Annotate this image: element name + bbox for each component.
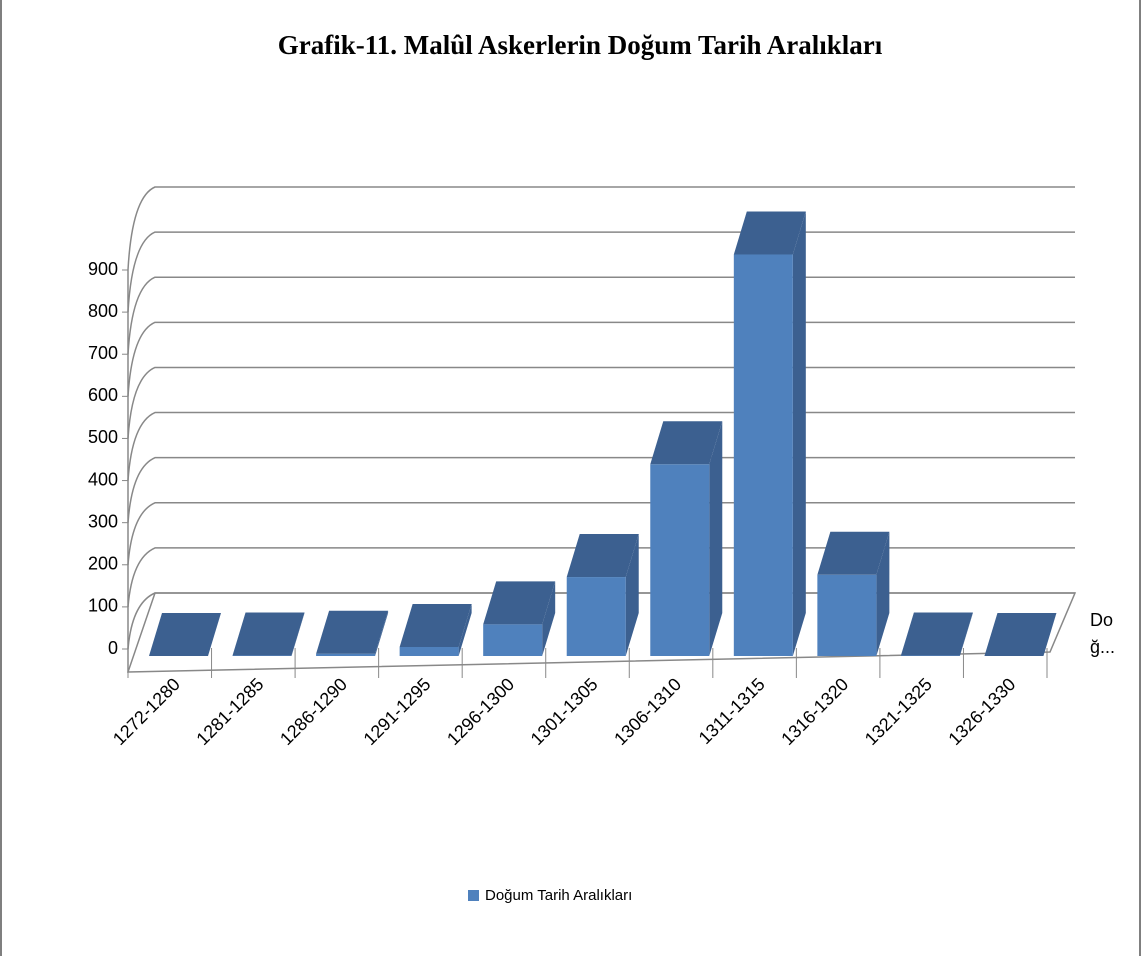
grid-line (127, 411, 1075, 481)
bar (650, 464, 710, 656)
grid-line (127, 547, 1075, 607)
bar-top (566, 534, 639, 578)
bar-top (232, 612, 305, 656)
bar-side (542, 581, 556, 656)
y-tick-label: 400 (88, 469, 118, 489)
grid-line (127, 456, 1075, 523)
y-tick-label: 100 (88, 596, 118, 616)
y-tick-label: 300 (88, 511, 118, 531)
y-tick-label: 700 (88, 343, 118, 363)
depth-label: ğ... (1090, 637, 1115, 657)
grid-line (127, 366, 1075, 439)
bar-top (483, 581, 556, 625)
y-tick-label: 600 (88, 385, 118, 405)
grid-line (127, 276, 1075, 355)
bar-top (817, 531, 890, 575)
bar (399, 646, 459, 656)
y-tick-label: 0 (108, 638, 118, 658)
bar-top (733, 211, 806, 255)
y-tick-label: 900 (88, 259, 118, 279)
bar-side (709, 421, 723, 656)
bar-side (959, 612, 973, 656)
bar-side (625, 534, 639, 656)
bar-side (458, 603, 472, 656)
bar-top (900, 612, 973, 656)
chart-title: Grafik-11. Malûl Askerlerin Doğum Tarih … (278, 30, 883, 60)
grid-line (127, 592, 1075, 650)
bar-top (399, 603, 472, 647)
bar (316, 653, 376, 656)
grid-line (127, 186, 1075, 271)
grid-line (127, 231, 1075, 313)
depth-label: Do (1090, 610, 1113, 630)
bar-top (984, 613, 1057, 656)
bar (817, 574, 877, 656)
legend-swatch (468, 890, 479, 901)
y-tick-label: 200 (88, 554, 118, 574)
bar (733, 254, 793, 656)
bar (566, 577, 626, 656)
y-tick-label: 800 (88, 301, 118, 321)
y-tick-label: 500 (88, 427, 118, 447)
grid-line (127, 502, 1075, 565)
bar-top (149, 613, 221, 656)
bar-side (291, 612, 305, 656)
bar-top (316, 610, 389, 654)
grid-line (127, 321, 1075, 397)
bar-side (876, 531, 890, 656)
legend-label: Doğum Tarih Aralıkları (485, 887, 632, 904)
bar-side (375, 610, 389, 656)
bar (483, 624, 543, 656)
bar-top (650, 421, 723, 465)
bar-side (792, 211, 806, 656)
